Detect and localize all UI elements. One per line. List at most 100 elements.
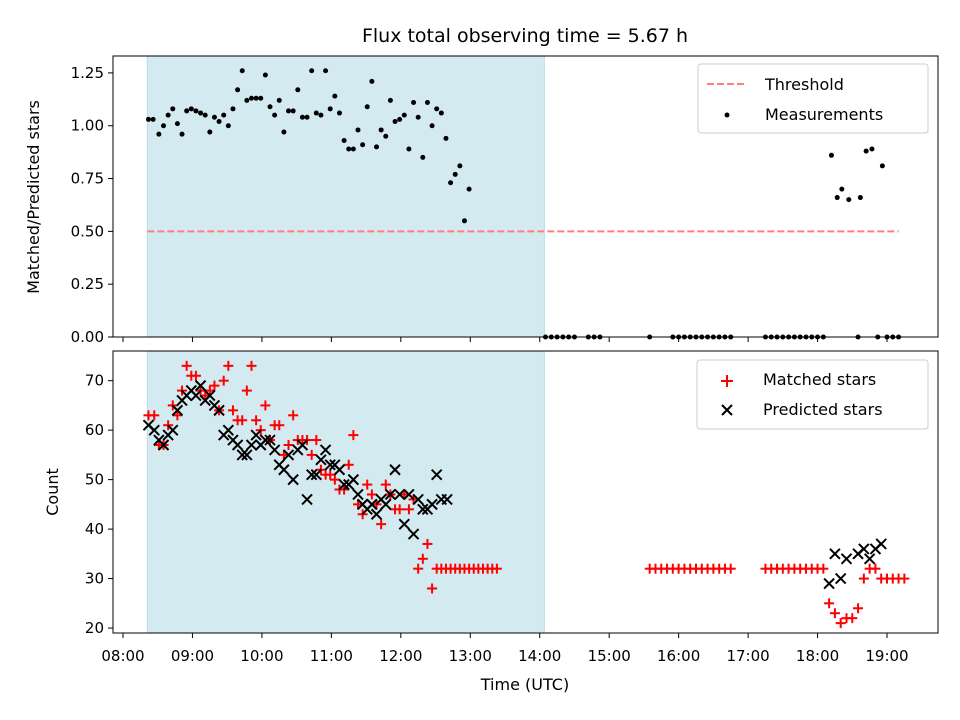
measurement-point	[286, 108, 292, 114]
measurement-point	[272, 112, 278, 118]
predicted-star-point	[278, 464, 290, 476]
predicted-star-point	[213, 404, 225, 417]
y-tick-label: 0.75	[71, 170, 104, 188]
predicted-star-point	[148, 424, 160, 436]
predicted-star-point	[157, 439, 170, 451]
measurement-point	[313, 110, 319, 116]
predicted-star-point	[875, 538, 887, 550]
measurement-point	[327, 106, 333, 112]
measurement-point	[443, 135, 449, 141]
measurement-point	[828, 152, 834, 158]
measurement-point	[346, 146, 352, 152]
y-tick-label: 0.00	[71, 328, 104, 346]
matched-star-point	[870, 563, 881, 574]
measurement-point	[248, 95, 254, 101]
measurement-point	[170, 106, 176, 112]
matched-star-point	[824, 598, 835, 609]
predicted-star-point	[245, 439, 258, 451]
matched-star-point	[274, 420, 285, 431]
measurement-point	[424, 99, 430, 105]
measurement-point	[369, 78, 375, 84]
measurement-point	[145, 116, 151, 122]
measurement-point	[304, 114, 310, 120]
measurement-point	[299, 114, 305, 120]
measurement-point	[350, 146, 356, 152]
x-axis-label: Time (UTC)	[480, 675, 569, 694]
x-tick-label: 17:00	[726, 647, 769, 665]
matched-star-point	[847, 613, 858, 624]
measurement-point	[834, 195, 840, 201]
matched-star-point	[835, 618, 846, 629]
matched-star-point	[829, 608, 840, 619]
measurement-point	[179, 131, 185, 137]
top-shaded-region	[146, 55, 545, 338]
measurement-point	[188, 106, 194, 112]
matched-star-point	[260, 400, 271, 411]
legend-x-marker-icon	[721, 404, 733, 416]
bottom-marks	[142, 360, 910, 629]
predicted-star-point	[384, 488, 397, 501]
x-tick-label: 18:00	[796, 647, 839, 665]
predicted-star-point	[389, 464, 401, 476]
y-tick-label: 30	[85, 570, 104, 588]
measurement-point	[161, 123, 167, 129]
figure-title: Flux total observing time = 5.67 h	[362, 25, 688, 47]
x-tick-label: 10:00	[240, 647, 283, 665]
predicted-star-point	[268, 444, 281, 456]
predicted-star-point	[305, 468, 318, 481]
measurement-point	[202, 112, 208, 118]
matched-star-point	[190, 370, 201, 381]
top-axes-frame	[112, 55, 939, 338]
matched-star-point	[394, 504, 405, 515]
predicted-star-point	[171, 404, 184, 417]
x-tick-label: 15:00	[588, 647, 631, 665]
measurement-point	[207, 129, 213, 135]
measurement-point	[216, 118, 222, 124]
legend-plus-marker-icon	[721, 375, 733, 387]
predicted-star-point	[393, 488, 406, 501]
measurement-point	[392, 118, 398, 124]
predicted-star-point	[829, 548, 841, 560]
measurement-point	[457, 163, 463, 169]
measurement-point	[323, 68, 329, 74]
measurement-point	[193, 108, 199, 114]
y-tick-label: 70	[85, 372, 104, 390]
measurement-point	[239, 68, 245, 74]
measurement-point	[230, 106, 236, 112]
measurement-point	[262, 72, 268, 78]
top-panel: 0.00 0.25 0.50 0.75 1.00 1.25 Matched/Predict…	[24, 55, 939, 346]
predicted-star-point	[370, 508, 383, 520]
x-tick-label: 09:00	[171, 647, 214, 665]
matched-star-point	[348, 430, 359, 441]
matched-star-point	[818, 563, 829, 574]
predicted-star-point	[398, 518, 410, 530]
measurement-point	[406, 146, 412, 152]
top-y-ticks: 0.00 0.25 0.50 0.75 1.00 1.25	[71, 64, 113, 346]
x-tick-label: 14:00	[518, 647, 561, 665]
measurement-point	[336, 110, 342, 116]
measurement-point	[378, 127, 384, 133]
measurement-point	[341, 138, 347, 144]
measurement-point	[429, 123, 435, 129]
predicted-star-point	[407, 528, 420, 540]
measurement-point	[225, 123, 231, 129]
x-tick-label: 12:00	[379, 647, 422, 665]
predicted-star-point	[338, 478, 350, 491]
legend-predicted-stars-label: Predicted stars	[763, 400, 883, 419]
measurement-point	[434, 106, 440, 112]
matched-star-point	[283, 440, 294, 450]
measurement-point	[150, 116, 156, 122]
matched-star-point	[241, 385, 252, 396]
predicted-star-point	[319, 444, 332, 456]
measurement-point	[332, 93, 338, 99]
bottom-legend: Matched stars Predicted stars	[696, 359, 929, 430]
predicted-star-point	[296, 439, 309, 451]
predicted-star-point	[834, 572, 847, 585]
predicted-star-point	[301, 493, 313, 506]
measurement-point	[857, 195, 863, 201]
y-tick-label: 20	[85, 619, 104, 637]
measurement-point	[466, 186, 472, 192]
predicted-star-point	[823, 577, 835, 590]
matched-star-point	[204, 385, 215, 396]
matched-star-point	[413, 563, 424, 574]
